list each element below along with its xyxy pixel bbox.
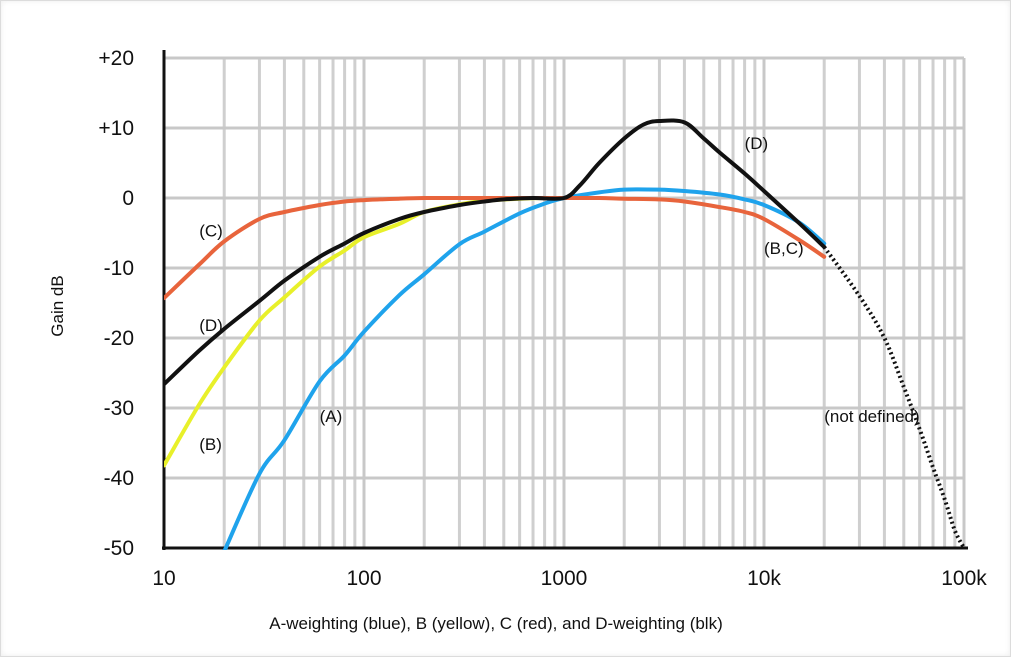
curve-label: (C) <box>199 222 223 241</box>
y-tick-label: -20 <box>104 327 134 350</box>
curve-label: (D) <box>199 316 223 335</box>
curve-label: (not defined) <box>824 407 919 426</box>
y-axis-title: Gain dB <box>48 275 67 336</box>
series-line-b-c <box>164 195 827 301</box>
y-tick-label: +20 <box>98 47 134 70</box>
x-tick-label: 100k <box>941 567 987 590</box>
x-tick-label: 10k <box>747 567 781 590</box>
curve-label: (D) <box>745 134 769 153</box>
y-tick-label: -30 <box>104 397 134 420</box>
series-line-a <box>222 187 827 550</box>
y-tick-label: -50 <box>104 537 134 560</box>
curve-label: (A) <box>320 407 343 426</box>
grid-minor <box>222 58 957 548</box>
x-tick-label: 1000 <box>541 567 588 590</box>
y-tick-label: -40 <box>104 467 134 490</box>
x-axis-title: A-weighting (blue), B (yellow), C (red),… <box>269 614 723 633</box>
series-layer <box>164 118 966 550</box>
y-tick-label: -10 <box>104 257 134 280</box>
series-line-d <box>164 118 827 387</box>
curve-labels: (D) (B,C) (C) (D) (A) (B) (not defined) <box>199 134 919 454</box>
y-tick-label: +10 <box>98 117 134 140</box>
series-line-not-defined <box>822 245 966 549</box>
x-tick-label: 100 <box>346 567 381 590</box>
curve-label: (B,C) <box>764 239 804 258</box>
x-tick-label: 10 <box>152 567 175 590</box>
y-tick-label: 0 <box>122 187 134 210</box>
curve-label: (B) <box>199 435 222 454</box>
tick-labels: +20 +10 0 -10 -20 -30 -40 -50 10 100 1000 10k 100k <box>98 47 987 590</box>
